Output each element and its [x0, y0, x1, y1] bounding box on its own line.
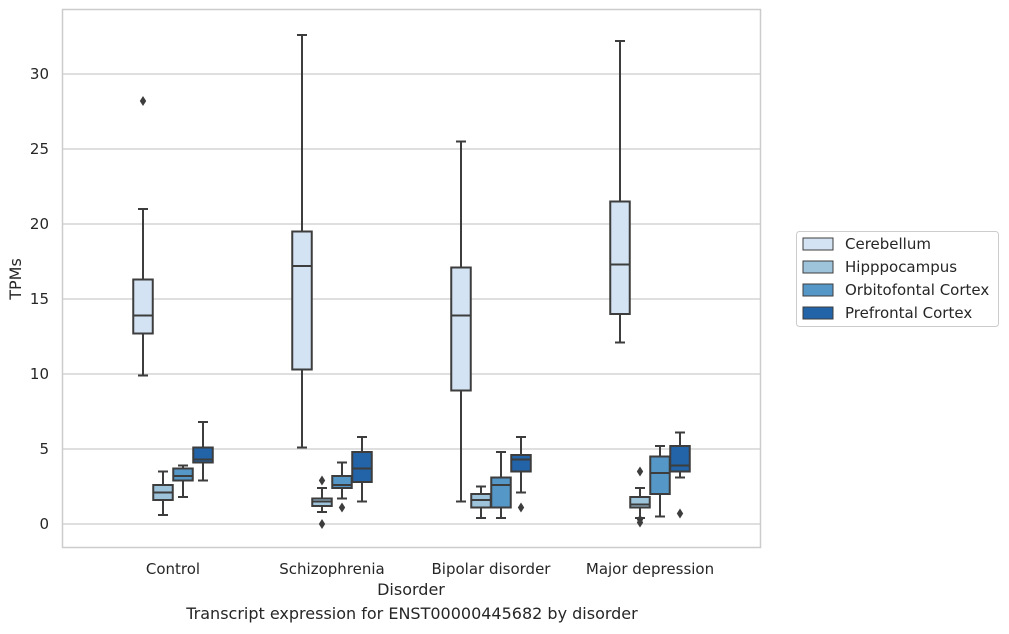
y-tick-labels: 0 5 10 15 20 25 30 [30, 65, 49, 533]
box-3-3 [669, 431, 691, 519]
box-iqr [450, 266, 472, 392]
outlier-point [676, 508, 684, 519]
x-tick-label: Schizophrenia [279, 560, 384, 578]
box-1-3 [629, 466, 651, 528]
x-tick-label: Control [146, 560, 200, 578]
outlier-point [318, 475, 326, 486]
box-iqr [609, 200, 631, 315]
legend-frame [796, 231, 999, 327]
box-0-2 [450, 140, 472, 503]
box-0-0 [132, 96, 154, 377]
box-iqr [490, 476, 512, 509]
outlier-point [318, 519, 326, 529]
box-series [132, 34, 691, 529]
box-iqr [629, 496, 651, 509]
box-3-0 [192, 421, 214, 482]
box-1-0 [152, 470, 174, 516]
box-iqr [132, 278, 154, 335]
box-2-1 [331, 461, 353, 513]
x-tick-label: Bipolar disorder [432, 560, 552, 578]
outlier-point [636, 517, 644, 528]
legend-label: Prefrontal Cortex [845, 304, 972, 322]
box-iqr [669, 445, 691, 473]
box-iqr [331, 475, 353, 489]
box-iqr [291, 230, 313, 371]
box-3-2 [510, 436, 532, 513]
box-1-1 [311, 475, 333, 529]
y-axis-label: TPMs [6, 258, 25, 301]
y-tick-label: 0 [39, 515, 49, 533]
y-tick-label: 5 [39, 440, 49, 458]
x-tick-label: Major depression [586, 560, 714, 578]
box-0-3 [609, 40, 631, 344]
box-0-1 [291, 34, 313, 449]
box-iqr [351, 451, 373, 483]
outlier-point [338, 502, 346, 513]
gridlines [62, 73, 761, 525]
box-2-3 [649, 445, 671, 518]
box-3-1 [351, 436, 373, 503]
outlier-point [517, 502, 525, 513]
figure-caption: Transcript expression for ENST0000044568… [186, 604, 638, 623]
legend-swatch [802, 237, 834, 251]
outlier-point [139, 96, 147, 106]
legend: Cerebellum Hipppocampus Orbitofontal Corte… [796, 231, 999, 327]
y-tick-label: 25 [30, 140, 49, 158]
box-iqr [649, 455, 671, 495]
legend-swatch [802, 306, 834, 320]
y-tick-label: 30 [30, 65, 49, 83]
x-tick-labels: Control Schizophrenia Bipolar disorder Majo… [146, 560, 714, 578]
box-2-2 [490, 451, 512, 519]
legend-label: Hipppocampus [845, 258, 957, 276]
box-iqr [172, 467, 194, 482]
legend-label: Cerebellum [845, 235, 931, 253]
box-2-0 [172, 464, 194, 498]
y-tick-label: 20 [30, 215, 49, 233]
legend-swatch [802, 283, 834, 297]
plot-frame [61, 8, 762, 549]
box-1-2 [470, 485, 492, 519]
outlier-point [636, 466, 644, 477]
box-iqr [510, 454, 532, 473]
y-tick-label: 15 [30, 290, 49, 308]
legend-label: Orbitofontal Cortex [845, 281, 989, 299]
x-axis-label: Disorder [377, 580, 445, 599]
y-tick-label: 10 [30, 365, 49, 383]
legend-swatch [802, 260, 834, 274]
